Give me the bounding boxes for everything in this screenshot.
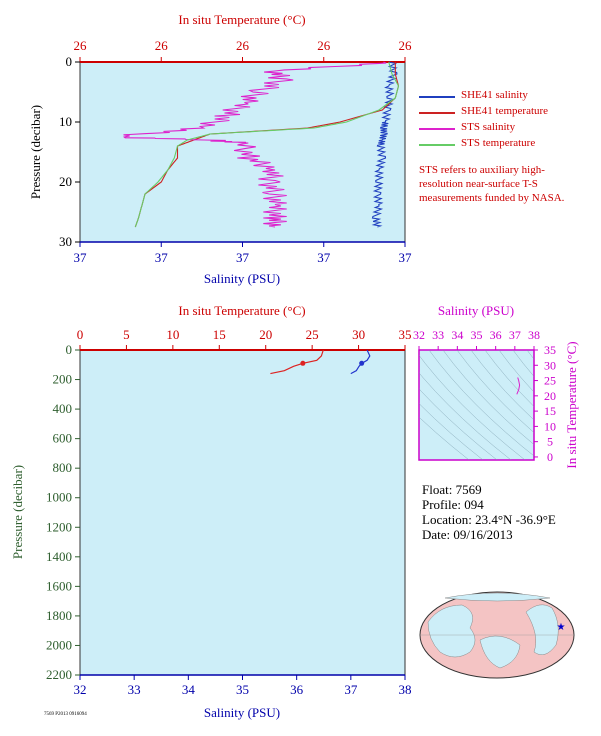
credit-text: 7569 P2013 0916094: [44, 712, 87, 717]
upper-top-tick-label: 26: [317, 38, 331, 53]
lower-y-tick-label: 1200: [46, 519, 72, 534]
ts-top-tick-label: 34: [451, 328, 463, 342]
sts-note: STS refers to auxiliary high-resolution …: [419, 163, 569, 205]
legend-label: SHE41 salinity: [461, 89, 528, 101]
date: Date: 09/16/2013: [422, 527, 556, 542]
lower-top-tick-label: 0: [77, 327, 84, 342]
ts-top-tick-label: 32: [413, 328, 425, 342]
upper-y-tick-label: 10: [59, 114, 72, 129]
ts-y-axis-title: In situ Temperature (°C): [564, 341, 579, 468]
lower-y-tick-label: 400: [53, 401, 73, 416]
upper-y-axis-title: Pressure (decibar): [28, 105, 43, 199]
lower-top-tick-label: 30: [352, 327, 365, 342]
ts-y-tick-label: 25: [544, 374, 556, 388]
ts-y-tick-label: 15: [544, 404, 556, 418]
upper-y-tick-label: 0: [66, 54, 73, 69]
lower-bottom-tick-label: 33: [128, 682, 141, 697]
lower-top-tick-label: 5: [123, 327, 130, 342]
ts-y-tick-label: 10: [544, 419, 556, 433]
lower-y-axis-title: Pressure (decibar): [10, 465, 25, 559]
float-info: Float: 7569 Profile: 094 Location: 23.4°…: [422, 482, 556, 542]
ts-top-tick-label: 33: [432, 328, 444, 342]
upper-y-tick-label: 30: [59, 234, 72, 249]
legend-swatch: [419, 128, 455, 130]
lower-y-tick-label: 800: [53, 460, 73, 475]
ts-top-tick-label: 38: [528, 328, 540, 342]
lower-plot: In situ Temperature (°C) 0 5 10 15 20 25 30 35 …: [10, 303, 412, 720]
ts-y-tick-label: 20: [544, 389, 556, 403]
lower-bottom-tick-label: 32: [74, 682, 87, 697]
lower-y-tick-label: 2200: [46, 667, 72, 682]
lower-y-tick-label: 1800: [46, 608, 72, 623]
upper-bottom-tick-label: 37: [74, 250, 88, 265]
legend-label: SHE41 temperature: [461, 105, 548, 117]
upper-top-axis-title: In situ Temperature (°C): [178, 12, 305, 27]
lower-y-tick-label: 200: [53, 372, 73, 387]
lower-top-tick-label: 15: [213, 327, 226, 342]
lower-plot-area: [80, 350, 405, 675]
lower-series-marker: [300, 361, 305, 366]
float-id: Float: 7569: [422, 482, 556, 497]
upper-bottom-tick-label: 37: [317, 250, 331, 265]
lower-top-tick-label: 25: [306, 327, 319, 342]
legend-swatch: [419, 144, 455, 146]
ts-top-tick-label: 36: [490, 328, 502, 342]
legend-swatch: [419, 96, 455, 98]
lower-bottom-tick-label: 36: [290, 682, 304, 697]
ts-top-tick-label: 37: [509, 328, 521, 342]
upper-top-tick-label: 26: [155, 38, 169, 53]
lower-x-axis-title: Salinity (PSU): [204, 705, 280, 720]
upper-x-axis-title: Salinity (PSU): [204, 271, 280, 286]
lower-top-tick-label: 35: [399, 327, 412, 342]
lower-bottom-tick-label: 35: [236, 682, 249, 697]
ts-title: Salinity (PSU): [438, 303, 514, 318]
lower-bottom-tick-label: 38: [399, 682, 412, 697]
lower-y-tick-label: 1400: [46, 549, 72, 564]
ts-top-tick-label: 35: [471, 328, 483, 342]
lower-series-marker: [359, 361, 364, 366]
upper-bottom-tick-label: 37: [399, 250, 413, 265]
ts-y-tick-label: 0: [547, 450, 553, 464]
upper-plot-area: [80, 62, 405, 242]
upper-y-tick-label: 20: [59, 174, 72, 189]
lower-y-tick-label: 1000: [46, 490, 72, 505]
lower-y-tick-label: 0: [66, 342, 73, 357]
upper-bottom-tick-label: 37: [236, 250, 250, 265]
lower-top-axis-title: In situ Temperature (°C): [178, 303, 305, 318]
lower-top-tick-label: 20: [259, 327, 272, 342]
upper-top-tick-label: 26: [74, 38, 88, 53]
world-map-inset: ★: [420, 592, 574, 678]
lower-top-tick-label: 10: [166, 327, 179, 342]
upper-top-tick-label: 26: [399, 38, 413, 53]
lower-y-tick-label: 600: [53, 431, 73, 446]
ts-y-tick-label: 5: [547, 435, 553, 449]
lower-bottom-tick-label: 34: [182, 682, 196, 697]
legend-label: STS temperature: [461, 137, 535, 149]
float-location-star-icon: ★: [557, 622, 566, 633]
ts-y-tick-label: 35: [544, 343, 556, 357]
ts-y-tick-label: 30: [544, 358, 556, 372]
upper-top-tick-label: 26: [236, 38, 250, 53]
lower-y-tick-label: 1600: [46, 578, 72, 593]
lower-bottom-tick-label: 37: [344, 682, 358, 697]
profile-number: Profile: 094: [422, 497, 556, 512]
location: Location: 23.4°N -36.9°E: [422, 512, 556, 527]
upper-bottom-tick-label: 37: [155, 250, 169, 265]
upper-plot: In situ Temperature (°C) 26 26 26 26 26 37 37…: [28, 12, 412, 286]
legend-label: STS salinity: [461, 121, 515, 133]
lower-y-tick-label: 2000: [46, 637, 72, 652]
legend-swatch: [419, 112, 455, 114]
